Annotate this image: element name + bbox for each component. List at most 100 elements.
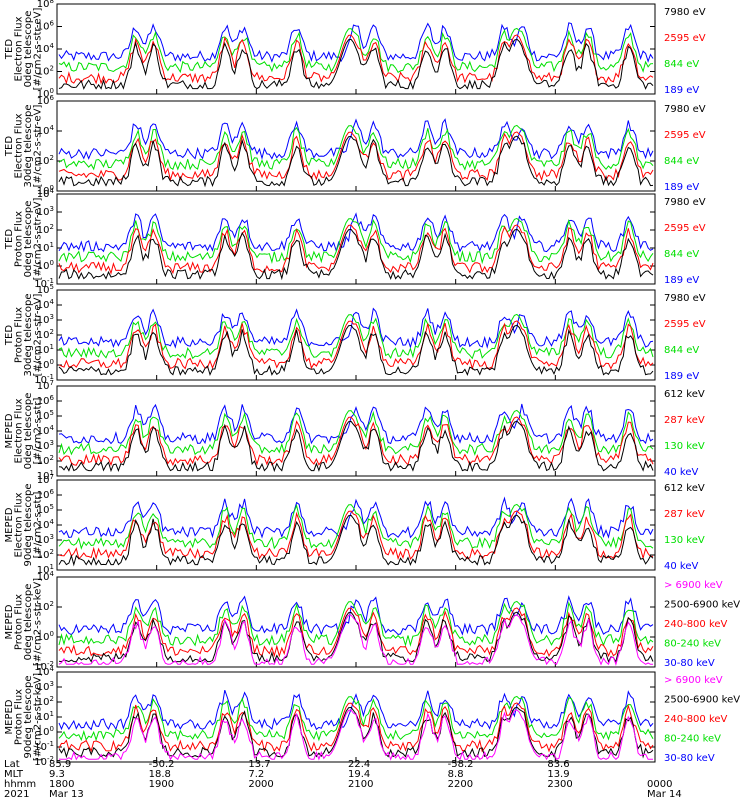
y-tick-label: 10-2 (34, 755, 54, 768)
y-tick-label: 104 (37, 518, 55, 531)
legend-entry: 40 keV (664, 467, 698, 478)
y-tick-label: 104 (37, 124, 55, 137)
series-line (58, 228, 654, 281)
legend-entry: 2500-6900 keV (664, 600, 740, 611)
y-tick-label: 102 (37, 65, 54, 78)
footer-row-label: 2021 (4, 789, 29, 800)
y-tick-label: 106 (37, 94, 55, 107)
y-tick-label: 105 (37, 503, 54, 516)
legend-entry: 2595 eV (664, 33, 706, 44)
y-tick-label: 102 (37, 328, 54, 341)
series-line (58, 600, 654, 647)
legend-entry: 130 keV (664, 535, 705, 546)
y-axis-label: MEPEDElectron Flux90deg telescope[#/cm2-… (4, 483, 44, 566)
panel-frame (56, 479, 656, 571)
y-axis-label: TEDElectron Flux0deg telescope[#/cm2-s-s… (4, 8, 44, 91)
legend-entry: 189 eV (664, 371, 699, 382)
legend-entry: 612 keV (664, 483, 705, 494)
legend-entry: 189 eV (664, 275, 699, 286)
legend-entry: 2595 eV (664, 223, 706, 234)
legend-entry: 844 eV (664, 156, 699, 167)
series-line (58, 514, 654, 567)
footer-tick-label: 19.4 (348, 769, 370, 780)
series-line (58, 595, 654, 637)
series-line (58, 403, 654, 445)
legend-entry: 2595 eV (664, 319, 706, 330)
footer-tick-label: 2300 (547, 779, 572, 790)
y-tick-label: 103 (37, 680, 54, 693)
series-line (58, 307, 654, 349)
footer-tick-label: 0000 (647, 779, 672, 790)
legend-entry: 80-240 keV (664, 734, 721, 745)
legend-entry: 7980 eV (664, 293, 706, 304)
y-tick-label: 100 (37, 725, 54, 738)
legend-entry: 30-80 keV (664, 658, 715, 669)
series-line (58, 416, 654, 467)
panel-frame (56, 193, 656, 285)
y-axis-label: TEDProton Flux30deg telescope[#/cm2-s-st… (4, 293, 44, 376)
panel-frame (56, 100, 656, 192)
footer-tick-label: Mar 14 (647, 789, 682, 800)
series-line (58, 131, 654, 182)
y-axis-label: MEPEDProton Flux0deg telescope[#/cm2-s-s… (4, 578, 44, 666)
y-tick-label: 104 (37, 570, 55, 583)
legend-entry: > 6900 keV (664, 580, 723, 591)
y-tick-label: 108 (37, 0, 54, 10)
y-tick-label: 106 (37, 488, 55, 501)
y-tick-label: 101 (37, 563, 54, 576)
series-line (58, 313, 654, 360)
legend-entry: 844 eV (664, 59, 699, 70)
legend-entry: 7980 eV (664, 104, 706, 115)
series-line (58, 496, 654, 539)
series-line (58, 689, 654, 731)
series-line (58, 217, 654, 265)
y-tick-label: 10-1 (34, 277, 54, 290)
legend-entry: 2500-6900 keV (664, 695, 740, 706)
legend-entry: 189 eV (664, 85, 699, 96)
series-line (58, 38, 654, 90)
footer-tick-label: Mar 13 (49, 789, 84, 800)
legend-entry: 40 keV (664, 561, 698, 572)
legend-entry: 240-800 keV (664, 619, 728, 630)
footer-tick-label: 83.6 (547, 759, 569, 770)
series-line (58, 709, 653, 761)
y-tick-label: 105 (37, 409, 54, 422)
y-tick-label: 10-1 (34, 373, 54, 386)
footer-row-label: hhmm (4, 779, 36, 790)
legend-entry: 844 eV (664, 249, 699, 260)
y-tick-label: 103 (37, 313, 54, 326)
y-tick-label: 104 (37, 424, 55, 437)
y-tick-label: 107 (37, 379, 54, 392)
legend-entry: 130 keV (664, 441, 705, 452)
y-tick-label: 102 (37, 154, 54, 167)
y-tick-label: 103 (37, 533, 54, 546)
legend-entry: 30-80 keV (664, 753, 715, 764)
legend-entry: 287 keV (664, 415, 705, 426)
panel-frame (56, 671, 656, 763)
footer-tick-label: -58.2 (448, 759, 474, 770)
y-axis-label: MEPEDProton Flux90deg telescope[#/cm2-s-… (4, 673, 44, 761)
series-line (58, 420, 654, 473)
series-line (58, 224, 654, 275)
y-tick-label: 102 (37, 223, 54, 236)
series-line (58, 135, 654, 188)
footer-tick-label: 1900 (149, 779, 174, 790)
series-line (58, 503, 654, 550)
series-line (58, 695, 654, 742)
series-line (58, 702, 654, 753)
legend-entry: 240-800 keV (664, 714, 728, 725)
series-line (58, 614, 653, 666)
footer-tick-label: 8.8 (448, 769, 464, 780)
legend-entry: 80-240 keV (664, 639, 721, 650)
y-axis-label: MEPEDElectron Flux0deg telescope[#/cm2-s… (4, 393, 44, 470)
footer-tick-label: -50.2 (149, 759, 175, 770)
y-tick-label: 102 (37, 695, 54, 708)
footer-tick-label: 9.3 (49, 769, 65, 780)
